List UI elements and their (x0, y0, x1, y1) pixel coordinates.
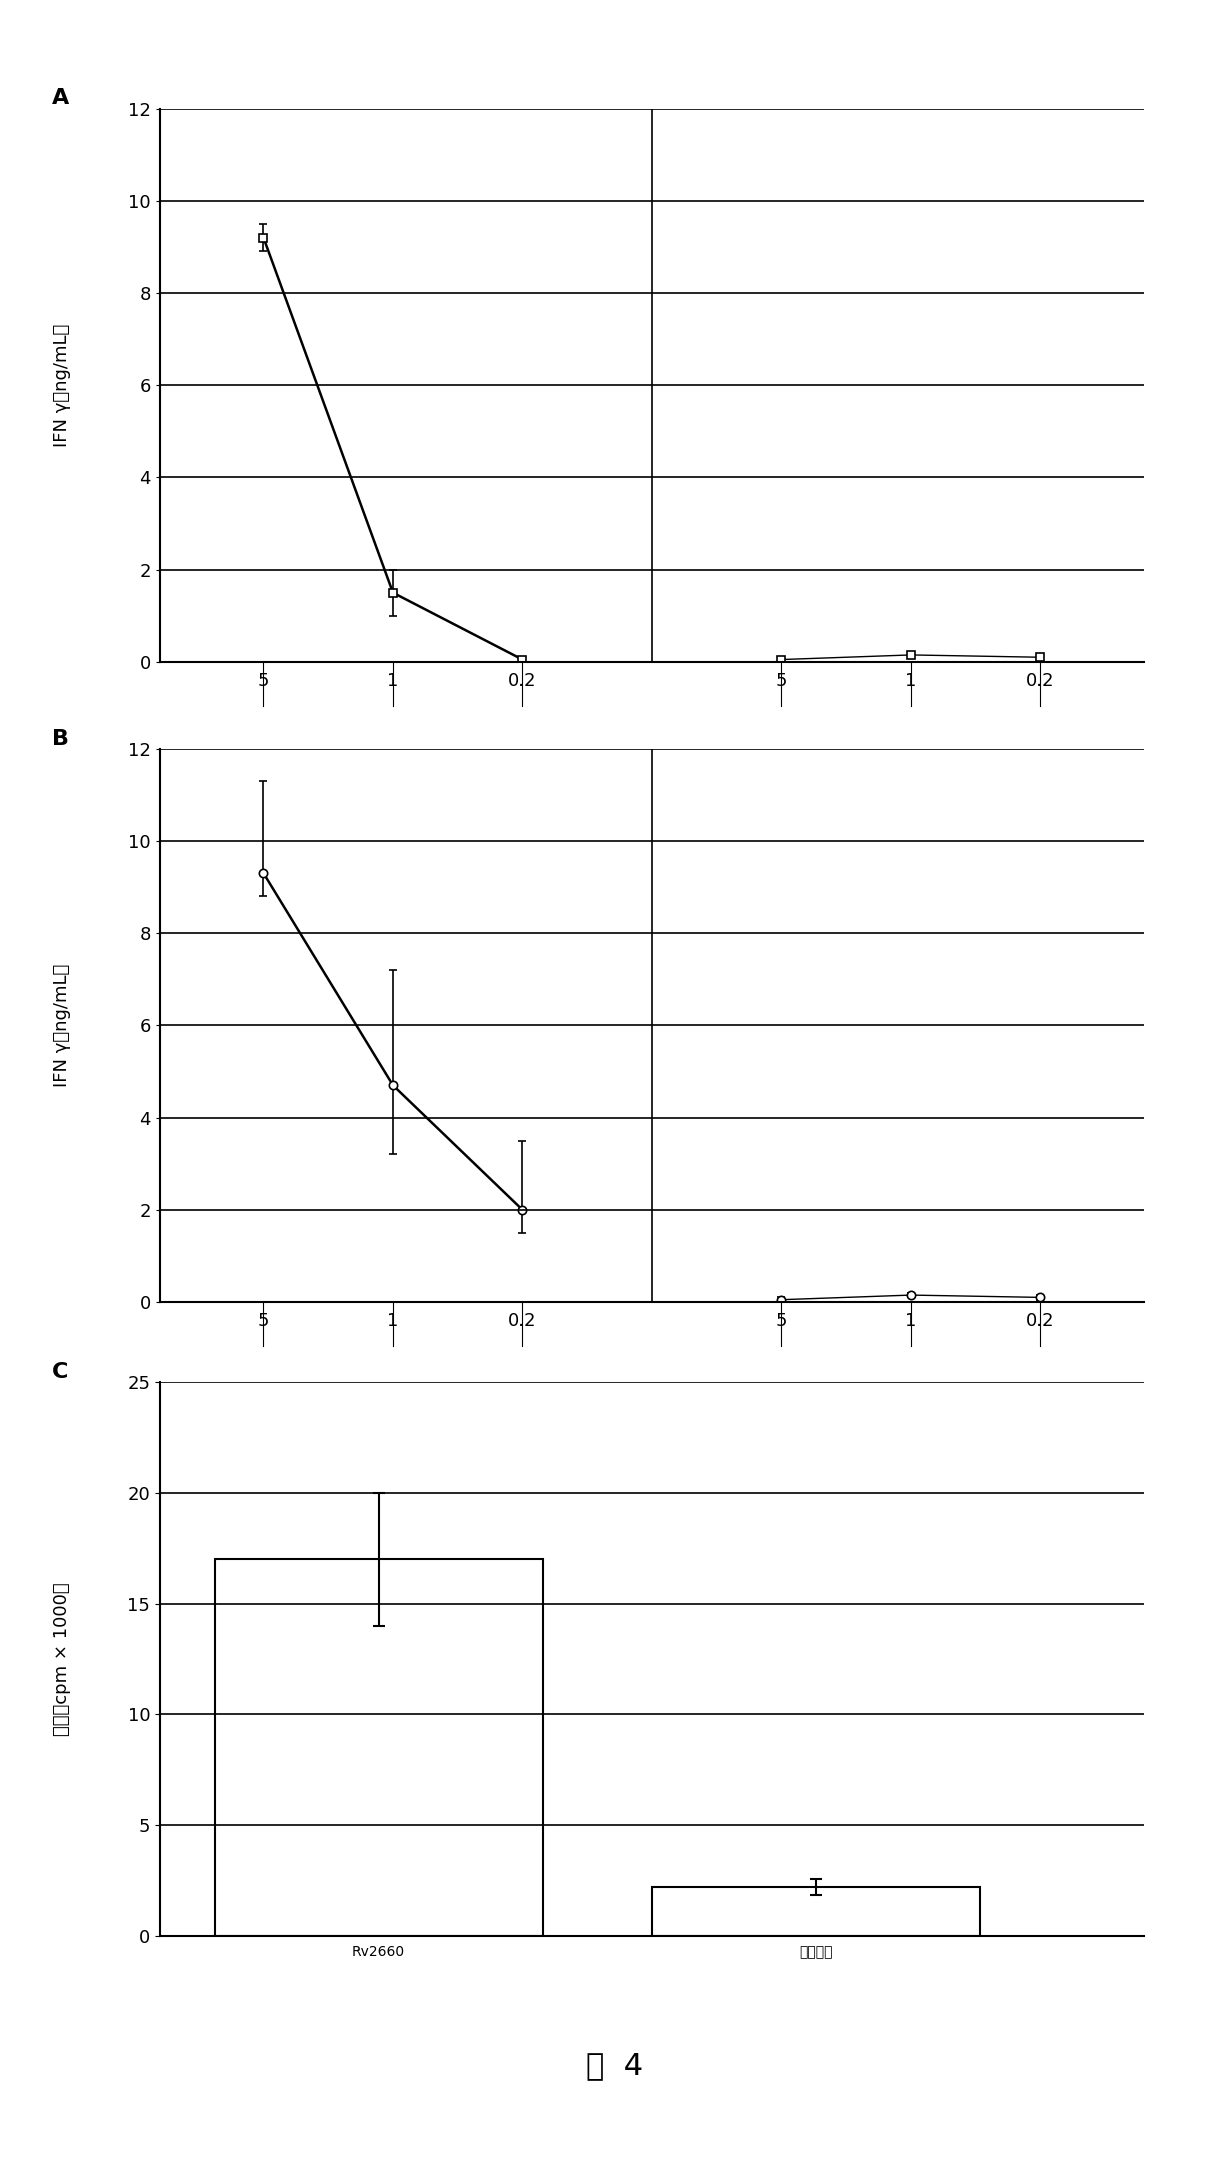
Bar (652, 1888, 980, 1936)
Y-axis label: 增殖（cpm × 1000）: 增殖（cpm × 1000） (53, 1582, 71, 1736)
Text: 未免疫的: 未免疫的 (889, 1402, 932, 1419)
Text: A: A (52, 89, 69, 108)
Y-axis label: IFN γ（ng/mL）: IFN γ（ng/mL） (53, 323, 71, 447)
Bar (214, 1560, 542, 1936)
Text: Rv2660: Rv2660 (359, 762, 427, 779)
Text: Rv2660: Rv2660 (359, 1402, 427, 1419)
Text: 图  4: 图 4 (587, 2051, 643, 2081)
Text: 未免疫的: 未免疫的 (889, 762, 932, 779)
Text: C: C (52, 1363, 68, 1382)
Text: B: B (52, 729, 69, 749)
Y-axis label: IFN γ（ng/mL）: IFN γ（ng/mL） (53, 963, 71, 1087)
